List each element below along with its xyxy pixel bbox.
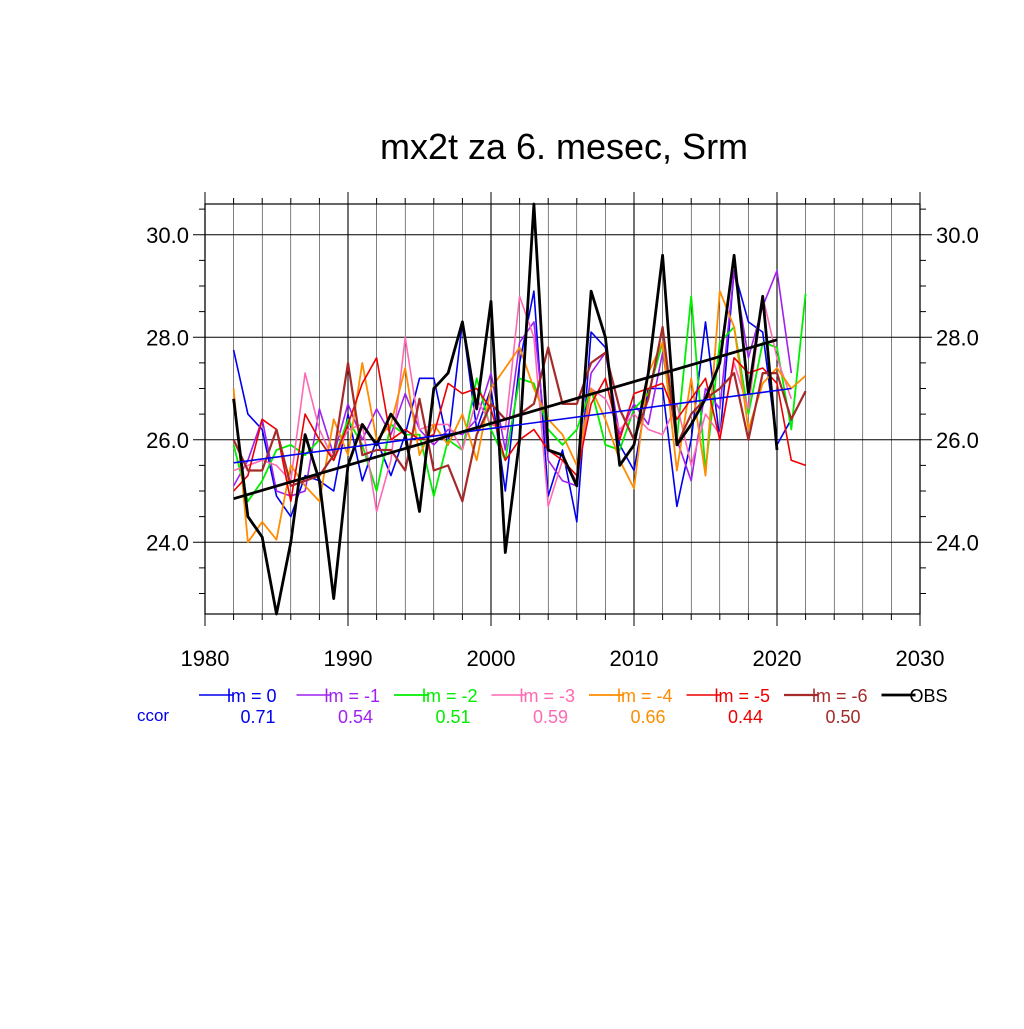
chart-title: mx2t za 6. mesec, Srm (380, 126, 748, 167)
ccor-value: 0.66 (630, 707, 665, 727)
ccor-value: 0.59 (533, 707, 568, 727)
series-line-4 (232, 290, 807, 544)
x-tick-label: 2010 (610, 646, 659, 671)
series-line-1 (232, 269, 793, 497)
x-tick-label: 2000 (467, 646, 516, 671)
legend-label: OBS (910, 686, 948, 706)
y-tick-label-right: 28.0 (936, 325, 979, 350)
ccor-value: 0.71 (240, 707, 275, 727)
legend-label: lm = 0 (227, 686, 277, 706)
x-tick-label: 1980 (181, 646, 230, 671)
legend-label: lm = -1 (325, 686, 381, 706)
series-line-7 (232, 202, 779, 616)
legend-label: lm = -2 (422, 686, 478, 706)
ccor-label: ccor (137, 706, 169, 725)
plot-frame (204, 203, 921, 615)
axis-ticks (193, 192, 932, 626)
series-line-3 (233, 295, 793, 513)
y-tick-label: 26.0 (146, 428, 189, 453)
trend-line-0 (233, 387, 792, 464)
ccor-value: 0.51 (435, 707, 470, 727)
ccor-value: 0.50 (825, 707, 860, 727)
trend-line-7 (233, 338, 778, 501)
y-tick-label-right: 24.0 (936, 530, 979, 555)
x-tick-label: 1990 (324, 646, 373, 671)
tick-labels: 24.0 24.0 26.0 26.0 28.0 28.0 30.0 30.0 1980 1990… (146, 223, 979, 671)
legend-label: lm = -5 (715, 686, 771, 706)
y-tick-label-right: 30.0 (936, 223, 979, 248)
trend-lines (233, 338, 792, 501)
ccor-value: 0.44 (728, 707, 763, 727)
legend-label: lm = -6 (812, 686, 868, 706)
y-tick-label: 28.0 (146, 325, 189, 350)
y-tick-label: 30.0 (146, 223, 189, 248)
x-tick-label: 2020 (753, 646, 802, 671)
ccor-value: 0.54 (338, 707, 373, 727)
legend-label: lm = -4 (617, 686, 673, 706)
legend-label: lm = -3 (520, 686, 576, 706)
y-tick-label-right: 26.0 (936, 428, 979, 453)
y-tick-label: 24.0 (146, 530, 189, 555)
x-tick-label: 2030 (896, 646, 945, 671)
